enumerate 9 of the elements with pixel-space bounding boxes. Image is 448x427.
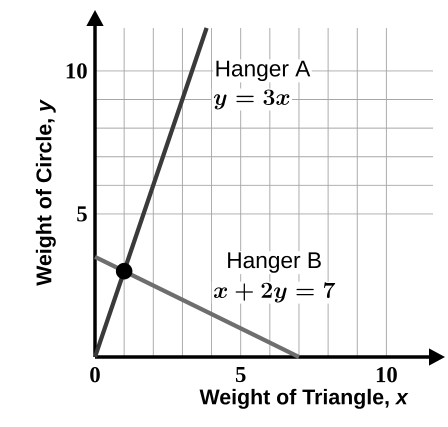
x-tick-label: 5 bbox=[236, 367, 246, 382]
series-label: Hanger A bbox=[216, 60, 310, 82]
series-label: Hanger B bbox=[228, 252, 321, 273]
annotation: $y = 3x$ bbox=[214, 90, 290, 110]
x-tick-label: 10 bbox=[376, 367, 397, 382]
x-axis-title: Weight of Triangle, x bbox=[200, 388, 408, 409]
x-tick-label: 0 bbox=[90, 367, 100, 382]
annotation: $x + 2y = 7$ bbox=[214, 282, 336, 302]
y-axis-title: Weight of Circle, y bbox=[36, 99, 56, 286]
